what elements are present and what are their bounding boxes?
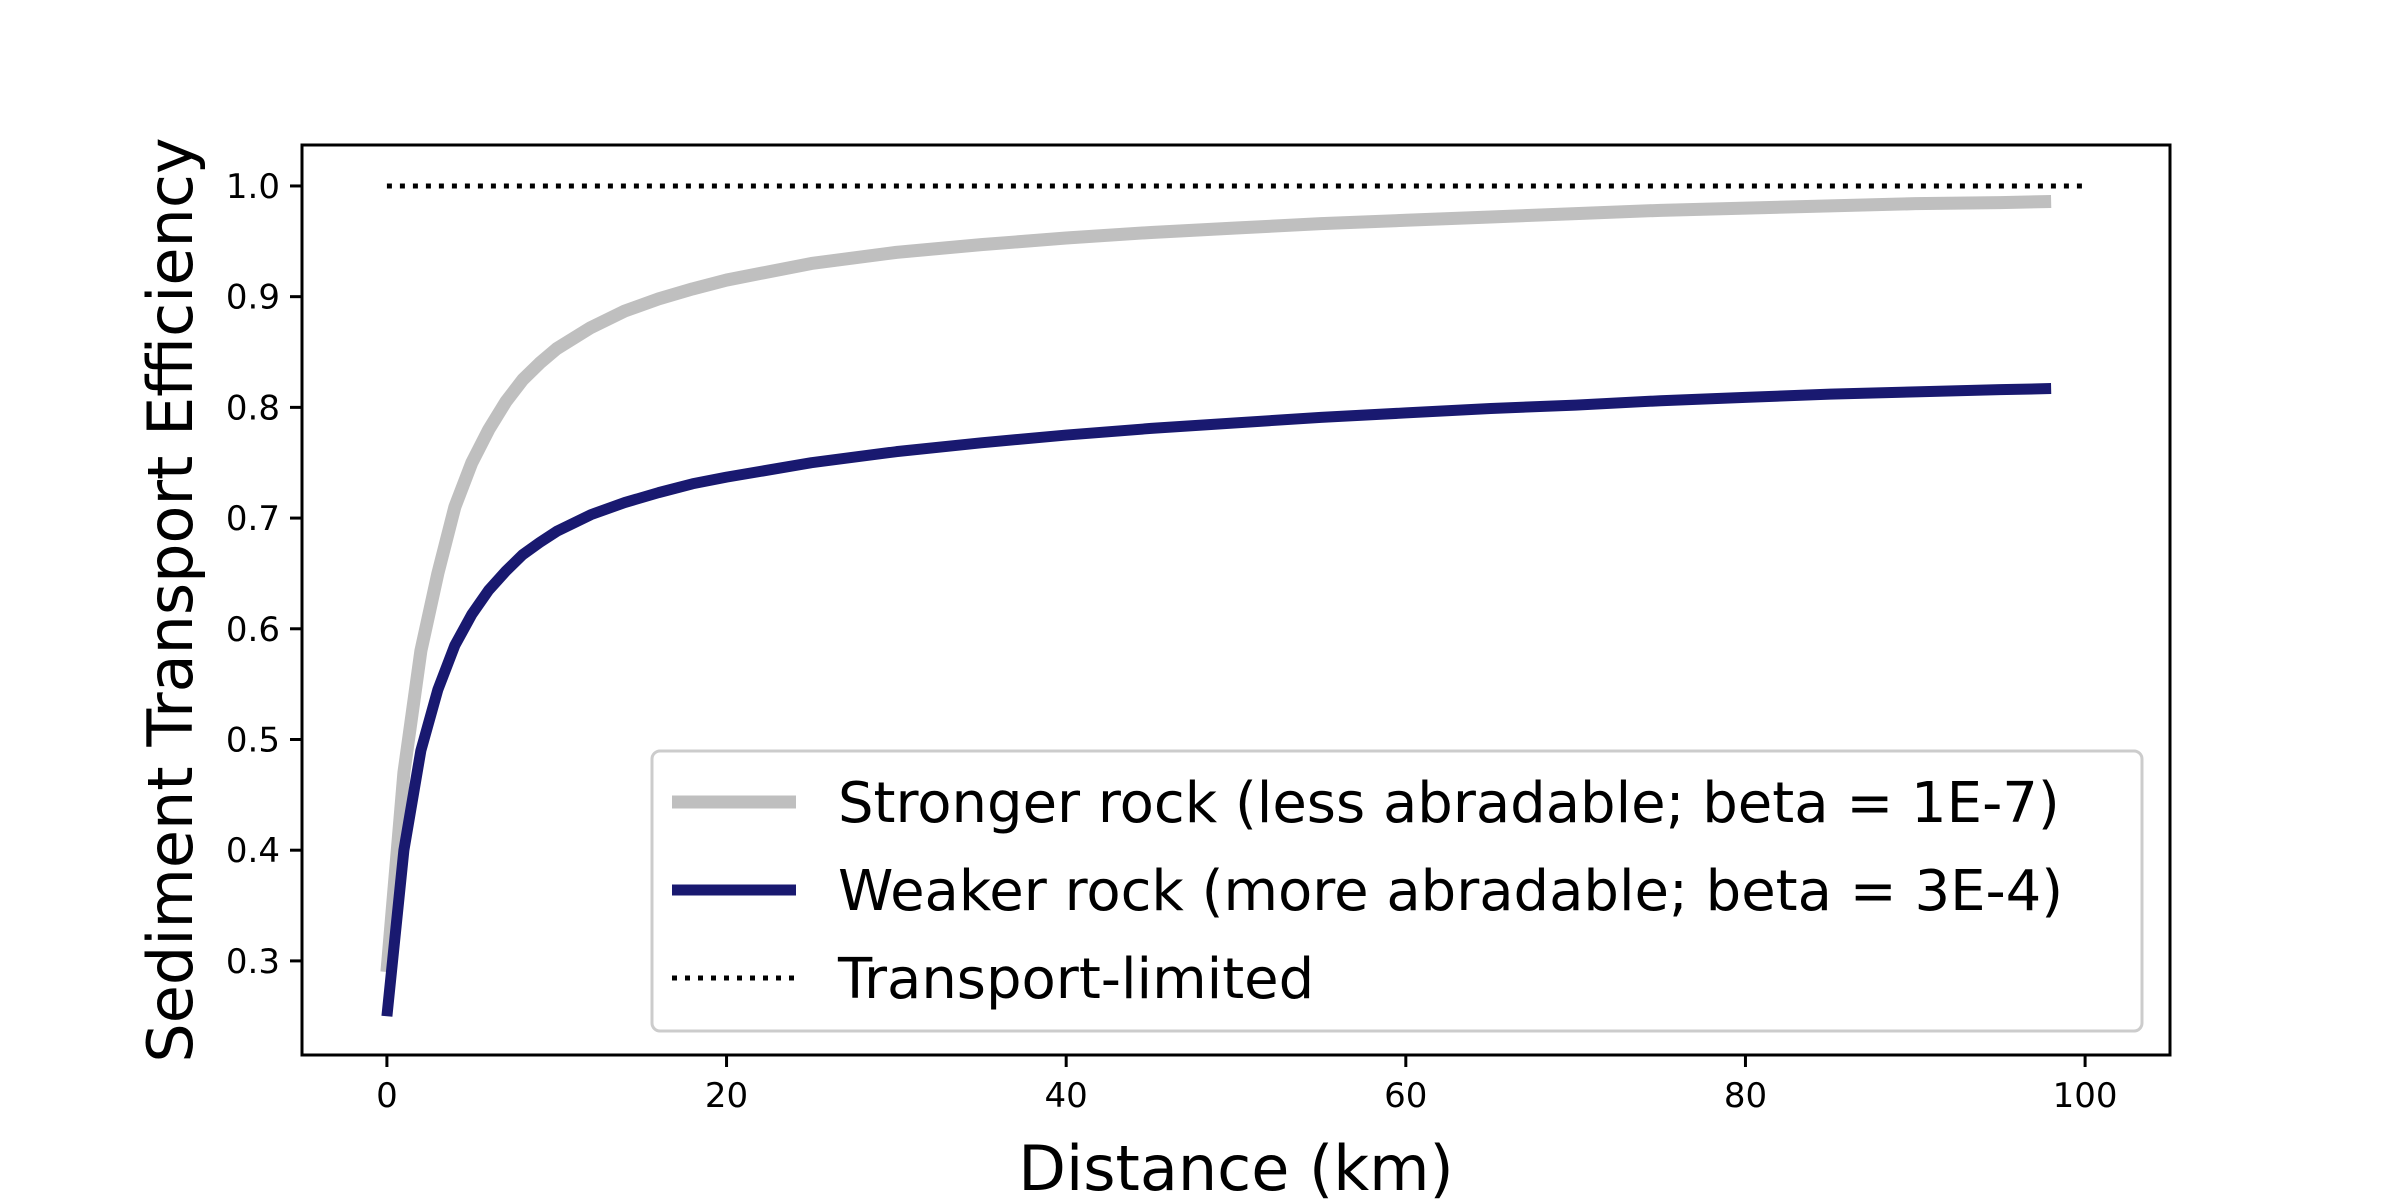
legend-box (650, 749, 2144, 1033)
y-tick-label: 0.5 (226, 720, 280, 760)
x-tick-label: 0 (376, 1076, 398, 1116)
series-line-0 (380, 194, 2052, 973)
y-tick-label: 0.7 (226, 499, 280, 539)
series-line-1 (381, 383, 2052, 1017)
y-axis-title: Sediment Transport Efficiency (134, 137, 207, 1062)
x-tick-label: 40 (1045, 1076, 1088, 1116)
y-tick-label: 0.9 (226, 278, 280, 318)
y-tick-label: 0.6 (226, 610, 280, 650)
x-axis: 0 20 40 60 80 100 (376, 1055, 2118, 1116)
x-axis-title: Distance (km) (1018, 1132, 1453, 1200)
x-tick-label: 60 (1384, 1076, 1427, 1116)
series-layer (380, 183, 2086, 1017)
x-tick-label: 100 (2053, 1076, 2118, 1116)
legend-label-transport-limited: Transport-limited (837, 947, 1314, 1012)
legend-label-weaker-rock: Weaker rock (more abradable; beta = 3E-4… (838, 859, 2063, 924)
x-tick-label: 20 (705, 1076, 748, 1116)
y-tick-label: 0.3 (226, 942, 280, 982)
y-tick-label: 1.0 (226, 167, 280, 207)
legend: Stronger rock (less abradable; beta = 1E… (650, 749, 2144, 1033)
x-tick-label: 80 (1724, 1076, 1767, 1116)
y-tick-label: 0.8 (226, 388, 280, 428)
y-tick-label: 0.4 (226, 831, 280, 871)
y-axis: 0.3 0.4 0.5 0.6 0.7 0.8 0.9 1.0 (226, 167, 302, 982)
plot-frame (300, 143, 2172, 1057)
legend-label-stronger-rock: Stronger rock (less abradable; beta = 1E… (838, 771, 2060, 836)
